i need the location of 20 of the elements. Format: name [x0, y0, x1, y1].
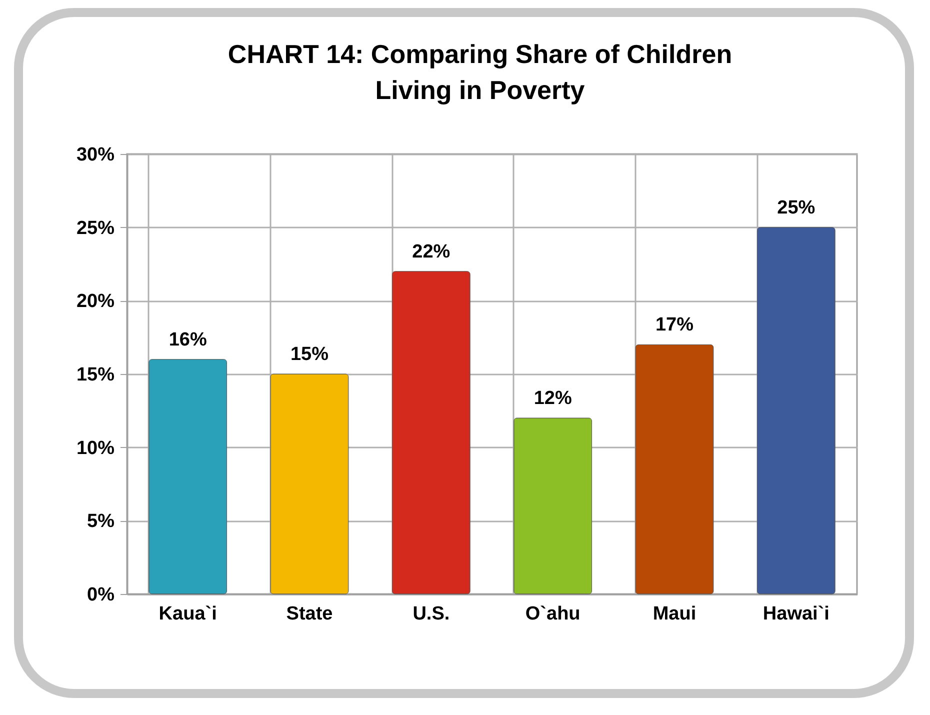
y-tick-label: 10%: [76, 438, 115, 459]
y-tick-label: 0%: [87, 584, 115, 606]
x-tick-label: Hawai`i: [762, 604, 830, 624]
x-tick-label: U.S.: [412, 604, 450, 624]
x-tick-label: O`ahu: [525, 604, 580, 624]
y-tick-label: 25%: [76, 218, 115, 239]
data-label: 25%: [777, 197, 816, 218]
data-label: 15%: [290, 344, 329, 365]
y-tick-label: 15%: [76, 364, 115, 386]
y-tick-label: 30%: [76, 144, 115, 166]
data-label: 16%: [168, 329, 207, 350]
x-tick-label: Maui: [652, 604, 696, 624]
data-label: 17%: [655, 314, 694, 336]
chart-title: CHART 14: Comparing Share of Children Living in Poverty: [226, 38, 734, 107]
x-tick-label: State: [286, 604, 333, 624]
y-tick-label: 20%: [76, 291, 115, 312]
y-tick-label: 5%: [87, 511, 115, 532]
x-tick-label: Kaua`i: [158, 604, 217, 624]
data-label: 22%: [412, 241, 450, 262]
data-label: 12%: [534, 388, 572, 409]
